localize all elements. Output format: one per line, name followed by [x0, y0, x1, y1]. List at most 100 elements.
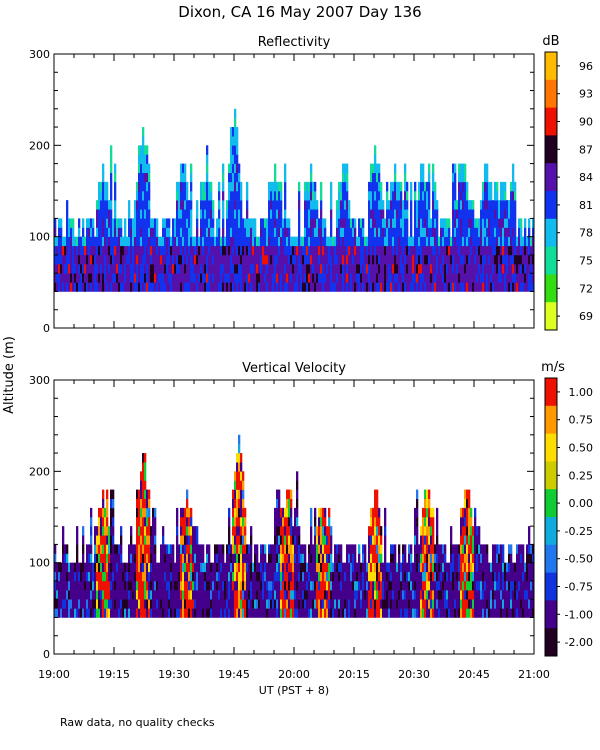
heatmap-cell [102, 526, 105, 536]
heatmap-cell [348, 218, 351, 228]
heatmap-cell [424, 562, 427, 573]
heatmap-cell [430, 507, 433, 518]
heatmap-cell [468, 526, 471, 536]
heatmap-cell [344, 209, 347, 219]
heatmap-cell [190, 273, 193, 283]
heatmap-cell [308, 191, 311, 201]
heatmap-cell [444, 608, 447, 618]
heatmap-cell [244, 227, 247, 237]
heatmap-cell [308, 580, 311, 591]
heatmap-cell [374, 517, 377, 527]
heatmap-cell [60, 571, 63, 582]
heatmap-cell [228, 163, 231, 174]
heatmap-cell [506, 562, 509, 573]
heatmap-cell [264, 245, 267, 256]
heatmap-cell [434, 571, 437, 582]
heatmap-cell [380, 245, 383, 256]
heatmap-cell [146, 254, 149, 265]
heatmap-cell [82, 571, 85, 582]
heatmap-cell [246, 273, 249, 283]
heatmap-cell [446, 227, 449, 237]
heatmap-cell [378, 580, 381, 591]
heatmap-cell [174, 562, 177, 573]
heatmap-cell [100, 191, 103, 201]
heatmap-cell [98, 571, 101, 582]
heatmap-cell [138, 553, 141, 563]
heatmap-cell [106, 218, 109, 228]
heatmap-cell [70, 227, 73, 237]
heatmap-cell [296, 535, 299, 545]
heatmap-cell [94, 264, 97, 274]
heatmap-cell [472, 200, 475, 210]
heatmap-cell [212, 200, 215, 210]
heatmap-cell [210, 181, 213, 192]
heatmap-cell [136, 544, 139, 554]
heatmap-cell [486, 599, 489, 609]
heatmap-cell [392, 599, 395, 609]
x-axis-label: UT (PST + 8) [259, 684, 329, 697]
heatmap-cell [406, 264, 409, 274]
heatmap-cell [268, 181, 271, 192]
heatmap-cell [268, 245, 271, 256]
heatmap-cell [148, 571, 151, 582]
heatmap-cell [380, 236, 383, 247]
heatmap-cell [238, 172, 241, 183]
heatmap-cell [210, 218, 213, 228]
heatmap-cell [320, 200, 323, 210]
heatmap-cell [422, 218, 425, 228]
heatmap-cell [394, 562, 397, 573]
heatmap-cell [414, 236, 417, 247]
heatmap-cell [218, 236, 221, 247]
heatmap-cell [248, 599, 251, 609]
heatmap-cell [138, 172, 141, 183]
heatmap-cell [54, 282, 57, 292]
heatmap-cell [188, 218, 191, 228]
heatmap-cell [114, 163, 117, 174]
heatmap-cell [238, 453, 241, 463]
heatmap-cell [240, 571, 243, 582]
heatmap-cell [380, 571, 383, 582]
heatmap-cell [362, 544, 365, 554]
heatmap-cell [104, 191, 107, 201]
heatmap-cell [338, 191, 341, 201]
heatmap-cell [90, 571, 93, 582]
heatmap-cell [432, 608, 435, 618]
heatmap-cell [342, 264, 345, 274]
heatmap-cell [294, 273, 297, 283]
heatmap-cell [230, 282, 233, 292]
heatmap-cell [236, 136, 239, 146]
heatmap-cell [386, 200, 389, 210]
heatmap-cell [176, 580, 179, 591]
heatmap-cell [124, 571, 127, 582]
heatmap-cell [394, 264, 397, 274]
heatmap-cell [336, 282, 339, 292]
heatmap-cell [336, 580, 339, 591]
heatmap-cell [66, 580, 69, 591]
heatmap-cell [462, 172, 465, 183]
heatmap-cell [334, 553, 337, 563]
heatmap-cell [124, 245, 127, 256]
heatmap-cell [144, 200, 147, 210]
heatmap-cell [100, 227, 103, 237]
heatmap-cell [158, 599, 161, 609]
heatmap-cell [136, 227, 139, 237]
heatmap-cell [268, 227, 271, 237]
heatmap-cell [100, 181, 103, 192]
heatmap-cell [516, 608, 519, 618]
heatmap-cell [260, 544, 263, 554]
heatmap-cell [380, 580, 383, 591]
heatmap-cell [132, 590, 135, 600]
heatmap-cell [124, 236, 127, 247]
heatmap-cell [300, 236, 303, 247]
heatmap-cell [406, 580, 409, 591]
heatmap-cell [446, 599, 449, 609]
heatmap-cell [252, 218, 255, 228]
heatmap-cell [238, 471, 241, 481]
heatmap-cell [232, 254, 235, 265]
heatmap-cell [208, 590, 211, 600]
heatmap-cell [502, 580, 505, 591]
heatmap-cell [238, 245, 241, 256]
heatmap-cell [142, 590, 145, 600]
heatmap-cell [222, 553, 225, 563]
heatmap-cell [146, 571, 149, 582]
